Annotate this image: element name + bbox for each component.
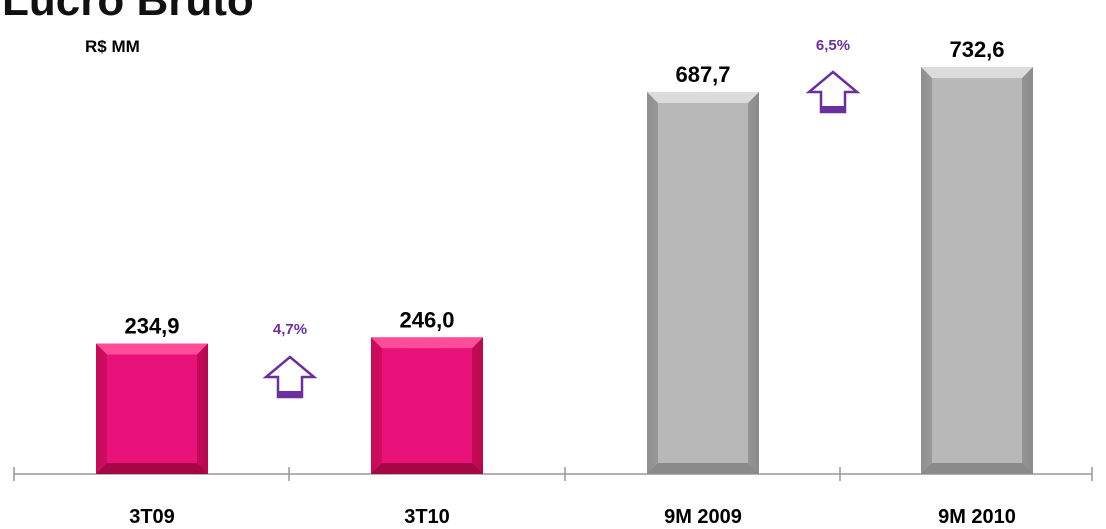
growth-annotation: 4,7% xyxy=(262,321,318,399)
bar-top-bevel xyxy=(647,91,759,103)
bar-top-bevel xyxy=(96,343,208,355)
growth-percent-label: 6,5% xyxy=(816,37,850,54)
bar-face xyxy=(932,78,1022,463)
bar-bottom-bevel xyxy=(647,463,759,474)
bar-value-label: 246,0 xyxy=(399,307,454,332)
growth-percent-label: 4,7% xyxy=(273,321,307,338)
bar-face xyxy=(382,348,472,463)
bar-3t10 xyxy=(371,337,483,474)
x-tick-label: 9M 2009 xyxy=(664,506,742,528)
x-tick-label: 3T09 xyxy=(129,506,175,528)
bar-top-bevel xyxy=(921,67,1033,78)
growth-annotation: 6,5% xyxy=(805,37,861,114)
bar-value-label: 732,6 xyxy=(949,37,1004,62)
chart-title: Lucro Bruto xyxy=(2,0,254,25)
bar-value-label: 687,7 xyxy=(675,62,730,87)
bar-face xyxy=(658,102,748,463)
bar-9m-2009 xyxy=(647,91,759,474)
bar-bottom-bevel xyxy=(96,463,208,474)
bar-bottom-bevel xyxy=(921,463,1033,474)
x-tick-label: 9M 2010 xyxy=(938,506,1016,528)
bar-9m-2010 xyxy=(921,67,1033,474)
up-arrow-base xyxy=(278,391,302,397)
bar-3t09 xyxy=(96,343,208,474)
x-tick-label: 3T10 xyxy=(404,506,450,528)
bar-top-bevel xyxy=(371,337,483,349)
up-arrow-base xyxy=(821,106,845,112)
chart-unit-label: R$ MM xyxy=(85,37,140,56)
bar-value-label: 234,9 xyxy=(124,314,179,339)
bar-bottom-bevel xyxy=(371,463,483,474)
bar-face xyxy=(107,354,197,463)
